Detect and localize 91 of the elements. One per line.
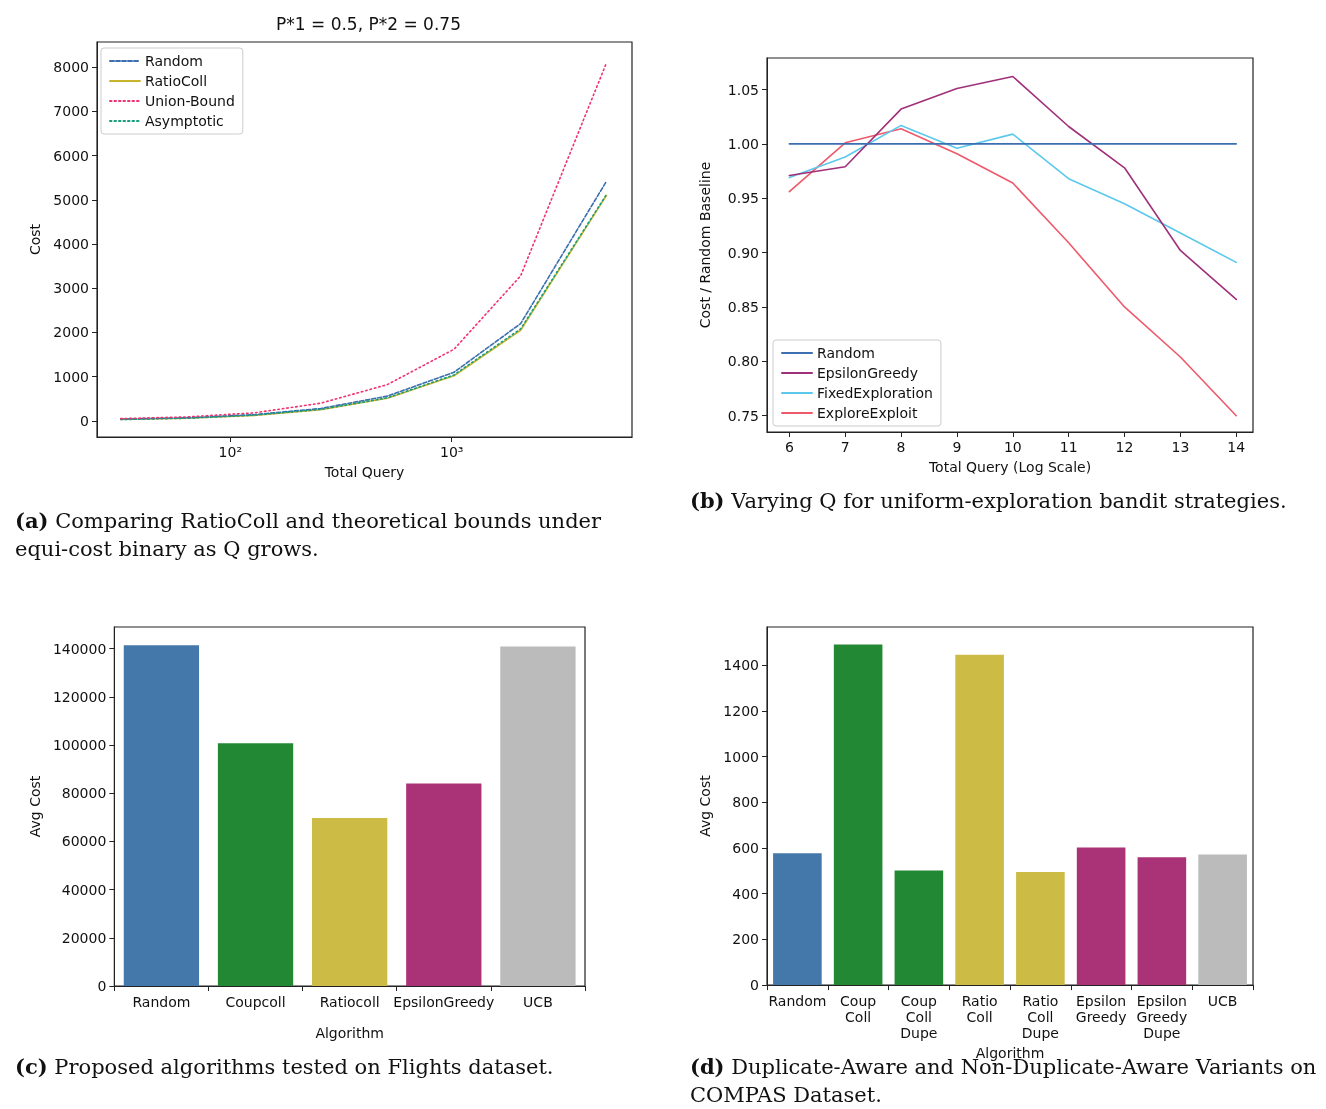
x-tick-label: 13 xyxy=(1171,439,1190,455)
y-tick-label: 1.00 xyxy=(727,135,759,152)
x-tick-label: 14 xyxy=(1227,439,1246,455)
y-tick-label: 3000 xyxy=(53,280,89,297)
y-tick-label: 1200 xyxy=(723,702,759,719)
bar xyxy=(1016,871,1065,986)
y-axis-title: Cost xyxy=(27,223,43,256)
x-tick-label: 10 xyxy=(1003,439,1022,455)
x-tick-label: 10² xyxy=(218,444,243,460)
y-tick-label: 5000 xyxy=(53,191,89,208)
bar xyxy=(1198,854,1247,986)
x-tick-label: Epsilon Greedy xyxy=(1075,993,1127,1026)
y-tick-label: 800 xyxy=(732,794,759,811)
bar xyxy=(312,818,388,986)
x-tick-label: Coup Coll Dupe xyxy=(900,993,938,1042)
y-tick-label: 400 xyxy=(732,885,759,902)
y-tick-label: 2000 xyxy=(53,324,89,341)
x-tick-label: UCB xyxy=(523,994,553,1010)
bar xyxy=(1137,857,1187,986)
x-axis-title: Total Query xyxy=(323,464,405,480)
y-tick-label: 60000 xyxy=(61,833,107,850)
x-tick-label: Ratio Coll xyxy=(961,993,998,1026)
y-tick-label: 0.85 xyxy=(727,298,759,315)
x-tick-label: Coup Coll xyxy=(840,993,877,1026)
y-tick-label: 6000 xyxy=(53,147,89,164)
x-tick-label: 10³ xyxy=(440,444,464,460)
bar xyxy=(773,853,822,986)
bar xyxy=(500,646,576,986)
text: (c) Proposed algorithms tested on Flights dataset. xyxy=(15,1053,555,1081)
y-axis-title: Avg Cost xyxy=(27,775,43,838)
bar xyxy=(955,654,1004,986)
x-tick-label: Ratio Coll Dupe xyxy=(1021,993,1059,1042)
legend-label: EpsilonGreedy xyxy=(817,365,918,381)
y-tick-label: 1000 xyxy=(53,368,89,385)
legend-label: ExploreExploit xyxy=(817,405,918,421)
bar xyxy=(123,645,200,986)
x-axis-title: Algorithm xyxy=(975,1045,1045,1061)
y-tick-label: 0 xyxy=(750,977,759,994)
x-tick-label: 12 xyxy=(1115,439,1134,455)
bar xyxy=(406,783,482,986)
y-tick-label: 0.90 xyxy=(727,244,759,261)
y-tick-label: 140000 xyxy=(52,640,107,657)
x-tick-label: Coupcoll xyxy=(225,994,286,1010)
x-tick-label: 6 xyxy=(784,439,794,455)
y-tick-label: 0 xyxy=(80,412,89,429)
y-axis-title: Cost / Random Baseline xyxy=(697,161,713,329)
legend-label: Random xyxy=(145,53,203,69)
bar xyxy=(217,743,294,986)
x-tick-label: UCB xyxy=(1207,993,1238,1010)
y-tick-label: 4000 xyxy=(53,236,89,253)
legend-label: RatioColl xyxy=(145,73,208,89)
x-tick-label: 9 xyxy=(952,439,962,455)
y-axis-title: Avg Cost xyxy=(697,774,713,837)
y-tick-label: 1400 xyxy=(723,657,759,674)
bar xyxy=(833,644,883,986)
text: (b) Varying Q for uniform-exploration bandit strategies. xyxy=(690,487,1288,515)
x-tick-label: Random xyxy=(132,994,191,1010)
y-tick-label: 40000 xyxy=(61,881,107,898)
text: (a) Comparing RatioColl and theoretical bounds under equi-cost binary as Q grows. xyxy=(15,507,603,563)
x-tick-label: Epsilon Greedy Dupe xyxy=(1136,993,1188,1042)
x-axis-title: Total Query (Log Scale) xyxy=(927,459,1092,475)
legend-label: Random xyxy=(817,345,875,361)
y-tick-label: 20000 xyxy=(61,929,107,946)
y-tick-label: 7000 xyxy=(53,103,89,120)
y-tick-label: 1.05 xyxy=(727,81,759,98)
line-series xyxy=(788,75,1238,301)
y-tick-label: 0.75 xyxy=(727,407,759,424)
y-tick-label: 0 xyxy=(97,978,107,994)
x-axis-title: Algorithm xyxy=(315,1025,384,1041)
y-tick-label: 80000 xyxy=(61,785,107,802)
chart-title: P*1 = 0.5, P*2 = 0.75 xyxy=(276,13,461,34)
y-tick-label: 200 xyxy=(732,931,759,948)
x-tick-label: 11 xyxy=(1059,439,1078,455)
line-series xyxy=(788,124,1238,264)
x-tick-label: Random xyxy=(768,993,827,1010)
x-tick-label: 7 xyxy=(840,439,850,455)
y-tick-label: 0.95 xyxy=(727,190,759,207)
y-tick-label: 8000 xyxy=(53,59,89,76)
bar xyxy=(1076,847,1126,986)
legend-label: Asymptotic xyxy=(145,113,224,129)
legend-label: FixedExploration xyxy=(817,385,933,401)
x-tick-label: Ratiocoll xyxy=(319,994,380,1010)
y-tick-label: 120000 xyxy=(52,688,107,705)
y-tick-label: 1000 xyxy=(723,748,759,765)
y-tick-label: 600 xyxy=(732,839,759,856)
bar xyxy=(894,870,944,986)
x-tick-label: 8 xyxy=(896,439,906,455)
y-tick-label: 100000 xyxy=(52,737,107,754)
y-tick-label: 0.80 xyxy=(727,353,759,370)
x-tick-label: EpsilonGreedy xyxy=(393,994,495,1010)
legend-label: Union-Bound xyxy=(145,93,235,109)
